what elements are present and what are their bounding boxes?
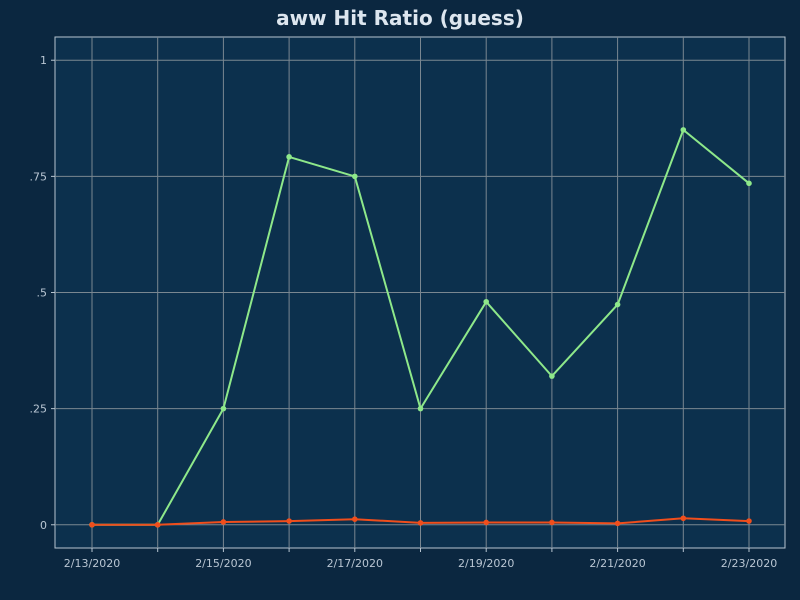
x-tick-label: 2/21/2020	[589, 557, 645, 570]
x-tick-label: 2/13/2020	[64, 557, 120, 570]
data-point	[680, 127, 687, 133]
data-point	[483, 298, 490, 305]
data-point	[614, 520, 621, 527]
data-point	[746, 180, 752, 187]
y-tick-label: .75	[30, 170, 48, 183]
data-point	[352, 516, 358, 522]
data-point	[89, 521, 95, 528]
data-point	[614, 301, 621, 308]
y-tick-label: 0	[40, 519, 47, 532]
y-tick-label: .25	[30, 403, 48, 416]
x-tick-label: 2/23/2020	[721, 557, 777, 570]
data-point	[549, 519, 555, 526]
data-point	[417, 405, 424, 412]
data-point	[286, 154, 292, 160]
x-tick-label: 2/15/2020	[195, 557, 251, 570]
data-point	[746, 518, 752, 524]
data-point	[352, 173, 358, 180]
data-point	[286, 518, 292, 524]
y-tick-label: .5	[37, 287, 48, 300]
x-tick-label: 2/19/2020	[458, 557, 514, 570]
data-point	[154, 521, 161, 528]
chart-title: aww Hit Ratio (guess)	[276, 6, 524, 30]
data-point	[680, 515, 687, 522]
data-point	[220, 519, 227, 525]
grid	[55, 37, 785, 548]
data-point	[417, 520, 424, 526]
data-point	[220, 405, 227, 412]
x-tick-label: 2/17/2020	[327, 557, 383, 570]
axis-ticks: 0 .25 .5 .75 1 2/13/2020 2/15/2020 2/17/2020 2/1…	[30, 54, 778, 570]
data-point	[483, 519, 490, 526]
y-tick-label: 1	[40, 54, 47, 67]
series-layer	[89, 127, 752, 528]
series-2	[89, 515, 752, 528]
data-point	[549, 373, 555, 379]
